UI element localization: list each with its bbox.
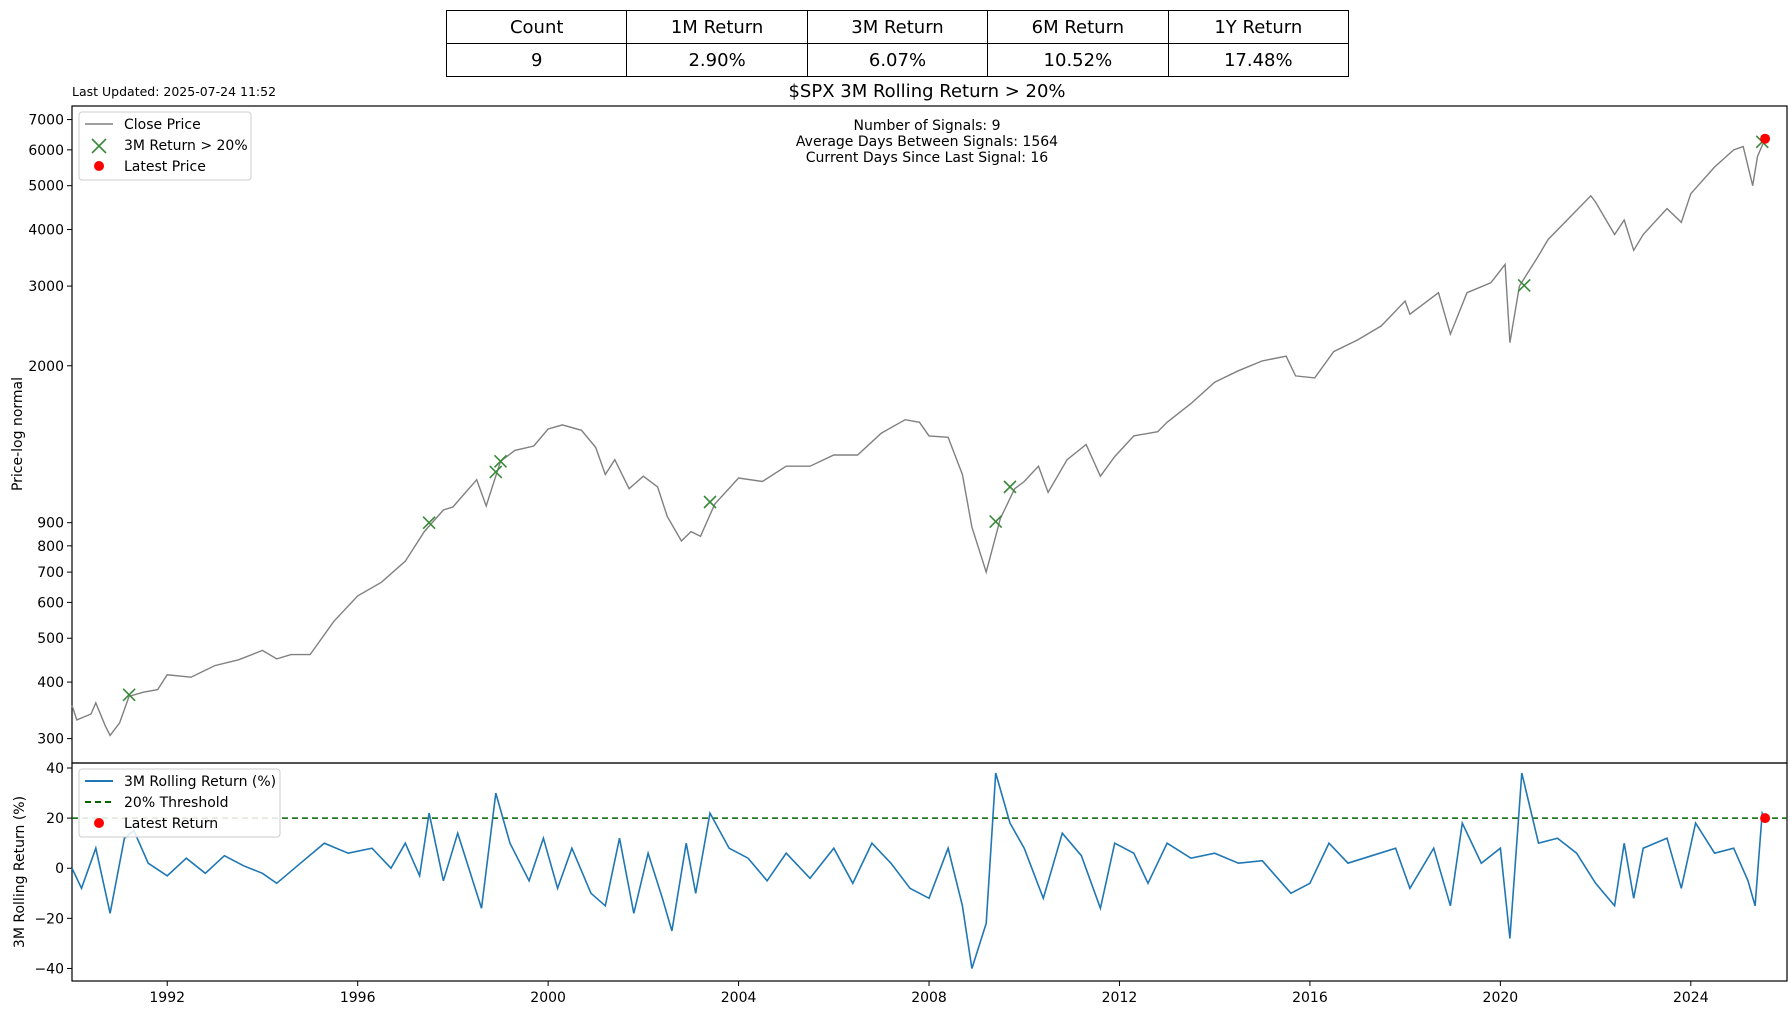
x-tick-label-3: 2004: [721, 990, 757, 1006]
x-tick-label-7: 2020: [1483, 990, 1519, 1006]
x-tick-label-6: 2016: [1292, 990, 1328, 1006]
return-y-ticks: −40 −20 0 20 40: [34, 761, 72, 977]
summary-table: Count 1M Return 3M Return 6M Return 1Y R…: [445, 10, 1350, 77]
return-y-tick-label-4: 40: [46, 761, 64, 777]
latest-price-marker: [1760, 133, 1771, 144]
return-series-layer: [71, 772, 1787, 969]
price-y-tick-label-6: 900: [37, 516, 64, 532]
price-legend: Close Price 3M Return > 20% Latest Price: [78, 111, 252, 181]
summary-value-1y: 17.48%: [1167, 43, 1350, 77]
signal-marker-1: [422, 516, 436, 530]
latest-return-marker: [1760, 813, 1771, 824]
price-y-tick-label-0: 300: [37, 732, 64, 748]
price-y-tick-label-11: 6000: [28, 143, 64, 159]
return-y-tick-label-3: 20: [46, 811, 64, 827]
price-y-tick-label-3: 600: [37, 595, 64, 611]
price-y-tick-label-9: 4000: [28, 223, 64, 239]
price-series-layer: [71, 133, 1771, 737]
x-tick-label-5: 2012: [1102, 990, 1138, 1006]
legend-close-price-label: Close Price: [124, 117, 201, 133]
summary-header-1y: 1Y Return: [1167, 10, 1350, 44]
summary-header-count: Count: [445, 10, 628, 44]
return-y-tick-label-2: 0: [55, 861, 64, 877]
price-y-axis-label: Price-log normal: [10, 377, 26, 491]
price-y-tick-label-10: 5000: [28, 179, 64, 195]
signal-marker-3: [493, 454, 508, 468]
price-plot-area: [71, 105, 1788, 764]
last-updated-label: Last Updated: 2025-07-24 11:52: [72, 84, 276, 99]
legend-signal-swatch: [91, 138, 107, 154]
x-axis-ticks: 1992 1996 2000 2004 2008 2012 2016 2020 2024: [149, 981, 1709, 1006]
x-tick-label-8: 2024: [1673, 990, 1709, 1006]
summary-value-3m: 6.07%: [806, 43, 989, 77]
price-panel: Number of Signals: 9 Average Days Betwee…: [10, 105, 1788, 764]
legend-latest-return-label: Latest Return: [124, 816, 218, 832]
price-y-tick-label-1: 400: [37, 675, 64, 691]
legend-latest-return-swatch: [94, 818, 104, 828]
price-legend-box: [78, 111, 252, 181]
annotation-line-3: Current Days Since Last Signal: 16: [806, 150, 1049, 166]
return-legend: 3M Rolling Return (%) 20% Threshold Late…: [78, 768, 281, 838]
price-y-tick-label-4: 700: [37, 565, 64, 581]
signal-marker-7: [1517, 278, 1531, 292]
signal-marker-4: [703, 495, 717, 509]
price-y-tick-label-8: 3000: [28, 279, 64, 295]
price-y-tick-label-12: 7000: [28, 113, 64, 129]
return-y-axis-label: 3M Rolling Return (%): [12, 796, 28, 948]
return-y-tick-label-0: −40: [34, 961, 64, 977]
summary-header-row: Count 1M Return 3M Return 6M Return 1Y R…: [445, 10, 1350, 44]
summary-value-6m: 10.52%: [987, 43, 1169, 77]
signal-marker-5: [989, 515, 1003, 529]
price-y-ticks: 300 400 500 600 700 800 900 2000 3000 4000 5000 600…: [28, 113, 72, 748]
return-y-tick-label-1: −20: [34, 911, 64, 927]
summary-header-6m: 6M Return: [987, 10, 1169, 44]
price-y-tick-label-5: 800: [37, 539, 64, 555]
return-line: [71, 772, 1766, 969]
signal-marker-0: [122, 688, 136, 702]
chart-title: $SPX 3M Rolling Return > 20%: [788, 81, 1065, 102]
legend-threshold-label: 20% Threshold: [124, 795, 229, 811]
price-y-tick-label-7: 2000: [28, 359, 64, 375]
legend-latest-price-label: Latest Price: [124, 159, 206, 175]
annotation-line-2: Average Days Between Signals: 1564: [796, 134, 1058, 150]
legend-latest-price-swatch: [94, 161, 104, 171]
signal-marker-6: [1003, 480, 1017, 494]
x-tick-label-1: 1996: [340, 990, 376, 1006]
x-tick-label-2: 2000: [530, 990, 566, 1006]
x-tick-label-0: 1992: [149, 990, 185, 1006]
legend-signal-label: 3M Return > 20%: [124, 138, 248, 154]
summary-value-row: 9 2.90% 6.07% 10.52% 17.48%: [445, 43, 1350, 77]
x-tick-label-4: 2008: [911, 990, 947, 1006]
return-legend-box: [78, 768, 281, 838]
close-price-line: [71, 138, 1766, 737]
summary-header-1m: 1M Return: [626, 10, 808, 44]
signal-marker-2: [489, 465, 503, 479]
return-plot-area: [71, 762, 1788, 982]
summary-value-1m: 2.90%: [626, 43, 808, 77]
legend-return-label: 3M Rolling Return (%): [124, 774, 276, 790]
price-y-tick-label-2: 500: [37, 631, 64, 647]
annotation-line-1: Number of Signals: 9: [853, 118, 1000, 134]
annotation-block: Number of Signals: 9 Average Days Betwee…: [796, 118, 1058, 166]
